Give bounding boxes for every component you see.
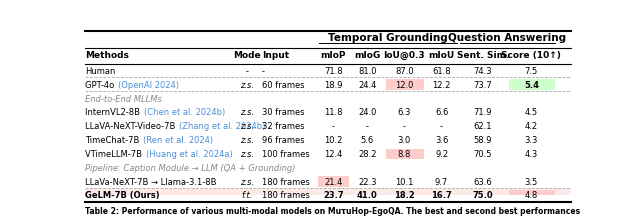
Text: Mode: Mode	[233, 51, 260, 60]
Text: (OpenAI 2024): (OpenAI 2024)	[118, 81, 179, 90]
Text: 10.1: 10.1	[395, 178, 413, 187]
Text: 7.5: 7.5	[525, 67, 538, 76]
Text: 4.2: 4.2	[525, 122, 538, 131]
Text: TimeChat-7B: TimeChat-7B	[85, 136, 142, 145]
Text: Sent. Sim.: Sent. Sim.	[456, 51, 509, 60]
Text: 58.9: 58.9	[474, 136, 492, 145]
Text: 5.4: 5.4	[524, 81, 539, 90]
Text: 87.0: 87.0	[395, 67, 413, 76]
Text: Methods: Methods	[85, 51, 129, 60]
Text: 4.8: 4.8	[525, 191, 538, 200]
Text: f.t.: f.t.	[241, 191, 252, 200]
Text: (Huang et al. 2024a): (Huang et al. 2024a)	[146, 150, 233, 159]
Bar	[385, 79, 424, 90]
Text: 96 frames: 96 frames	[262, 136, 305, 145]
Bar	[509, 190, 555, 201]
Text: 180 frames: 180 frames	[262, 191, 310, 200]
Text: z.s.: z.s.	[239, 81, 253, 90]
Bar	[318, 176, 349, 187]
Text: mIoG: mIoG	[354, 51, 380, 60]
Text: 21.4: 21.4	[324, 178, 342, 187]
Text: 12.0: 12.0	[395, 81, 413, 90]
Text: GeLM-7B (Ours): GeLM-7B (Ours)	[85, 191, 159, 200]
Text: 24.0: 24.0	[358, 108, 376, 117]
Text: 4.5: 4.5	[525, 108, 538, 117]
Text: 75.0: 75.0	[472, 191, 493, 200]
Text: (Ren et al. 2024): (Ren et al. 2024)	[143, 136, 214, 145]
Text: 100 frames: 100 frames	[262, 150, 310, 159]
Text: -: -	[403, 122, 406, 131]
Text: 32 frames: 32 frames	[262, 122, 305, 131]
Text: 3.3: 3.3	[525, 136, 538, 145]
Text: Human: Human	[85, 67, 115, 76]
Text: z.s.: z.s.	[239, 108, 253, 117]
Text: 180 frames: 180 frames	[262, 178, 310, 187]
Text: Question Answering: Question Answering	[448, 33, 566, 43]
Text: IoU@0.3: IoU@0.3	[383, 51, 425, 60]
Text: LLaVA-NeXT-Video-7B: LLaVA-NeXT-Video-7B	[85, 122, 178, 131]
Text: 16.7: 16.7	[431, 191, 452, 200]
Text: GPT-4o: GPT-4o	[85, 81, 117, 90]
Bar	[385, 148, 424, 159]
Text: 4.3: 4.3	[525, 150, 538, 159]
Text: 10.2: 10.2	[324, 136, 342, 145]
Text: Temporal Grounding: Temporal Grounding	[328, 33, 447, 43]
Text: 70.5: 70.5	[474, 150, 492, 159]
Text: 5.6: 5.6	[360, 136, 374, 145]
Text: 41.0: 41.0	[357, 191, 378, 200]
Text: End-to-End MLLMs: End-to-End MLLMs	[85, 95, 162, 104]
Text: VTimeLLM-7B: VTimeLLM-7B	[85, 150, 145, 159]
Text: LLaVa-NeXT-7B → Llama-3.1-8B: LLaVa-NeXT-7B → Llama-3.1-8B	[85, 178, 216, 187]
Text: mIoP: mIoP	[321, 51, 346, 60]
Text: Input: Input	[262, 51, 289, 60]
Text: 12.4: 12.4	[324, 150, 342, 159]
Text: 61.8: 61.8	[432, 67, 451, 76]
Text: mIoU: mIoU	[428, 51, 454, 60]
Text: InternVL2-8B: InternVL2-8B	[85, 108, 143, 117]
Text: 18.9: 18.9	[324, 81, 342, 90]
Text: 63.6: 63.6	[474, 178, 492, 187]
Text: z.s.: z.s.	[239, 178, 253, 187]
Text: Table 2: Performance of various multi-modal models on MuτuHop-EgoQA. The best an: Table 2: Performance of various multi-mo…	[85, 207, 580, 216]
Text: (Chen et al. 2024b): (Chen et al. 2024b)	[144, 108, 225, 117]
Text: 9.2: 9.2	[435, 150, 448, 159]
Text: 6.3: 6.3	[397, 108, 411, 117]
Text: 3.6: 3.6	[435, 136, 448, 145]
Text: 62.1: 62.1	[474, 122, 492, 131]
Text: 6.6: 6.6	[435, 108, 448, 117]
Text: 73.7: 73.7	[474, 81, 492, 90]
Text: z.s.: z.s.	[239, 136, 253, 145]
Text: 18.2: 18.2	[394, 191, 415, 200]
Text: 11.8: 11.8	[324, 108, 342, 117]
Text: 74.3: 74.3	[474, 67, 492, 76]
Text: 24.4: 24.4	[358, 81, 376, 90]
Text: 9.7: 9.7	[435, 178, 448, 187]
Text: 28.2: 28.2	[358, 150, 376, 159]
Text: Score (10↑): Score (10↑)	[501, 51, 561, 60]
Text: 30 frames: 30 frames	[262, 108, 305, 117]
Text: z.s.: z.s.	[239, 122, 253, 131]
Text: -: -	[262, 67, 265, 76]
Text: 8.8: 8.8	[397, 150, 411, 159]
Text: 3.5: 3.5	[525, 178, 538, 187]
Text: -: -	[440, 122, 443, 131]
Text: 12.2: 12.2	[433, 81, 451, 90]
Text: 60 frames: 60 frames	[262, 81, 305, 90]
Text: 22.3: 22.3	[358, 178, 376, 187]
Text: -: -	[245, 67, 248, 76]
Bar	[85, 189, 571, 202]
Text: z.s.: z.s.	[239, 150, 253, 159]
Text: (Zhang et al. 2024b): (Zhang et al. 2024b)	[179, 122, 266, 131]
Bar	[509, 79, 555, 90]
Text: 81.0: 81.0	[358, 67, 376, 76]
Text: 71.9: 71.9	[474, 108, 492, 117]
Text: Pipeline: Caption Module → LLM (QA + Grounding): Pipeline: Caption Module → LLM (QA + Gro…	[85, 164, 296, 173]
Text: -: -	[365, 122, 369, 131]
Text: 23.7: 23.7	[323, 191, 344, 200]
Text: -: -	[332, 122, 335, 131]
Text: 71.8: 71.8	[324, 67, 343, 76]
Text: 3.0: 3.0	[397, 136, 411, 145]
